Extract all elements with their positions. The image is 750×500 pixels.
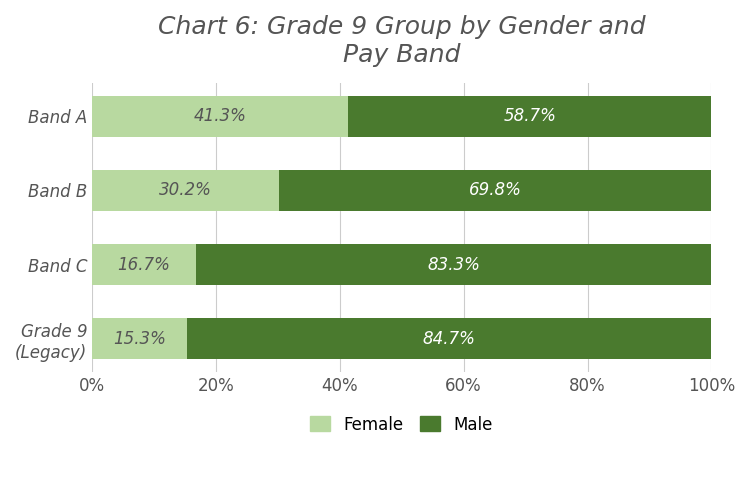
Text: 58.7%: 58.7% — [503, 107, 556, 125]
Text: 30.2%: 30.2% — [159, 182, 212, 200]
Bar — [92, 244, 196, 285]
Bar — [196, 244, 711, 285]
Text: 69.8%: 69.8% — [469, 182, 522, 200]
Bar — [187, 318, 711, 360]
Bar — [92, 170, 279, 211]
Bar — [92, 96, 348, 136]
Text: 15.3%: 15.3% — [113, 330, 166, 348]
Bar — [92, 318, 187, 360]
Text: 41.3%: 41.3% — [194, 107, 247, 125]
Legend: Female, Male: Female, Male — [310, 416, 494, 434]
Bar — [279, 170, 711, 211]
Text: 83.3%: 83.3% — [427, 256, 480, 274]
Text: 84.7%: 84.7% — [423, 330, 476, 348]
Bar — [348, 96, 711, 136]
Text: 16.7%: 16.7% — [118, 256, 170, 274]
Title: Chart 6: Grade 9 Group by Gender and
Pay Band: Chart 6: Grade 9 Group by Gender and Pay… — [158, 15, 646, 67]
